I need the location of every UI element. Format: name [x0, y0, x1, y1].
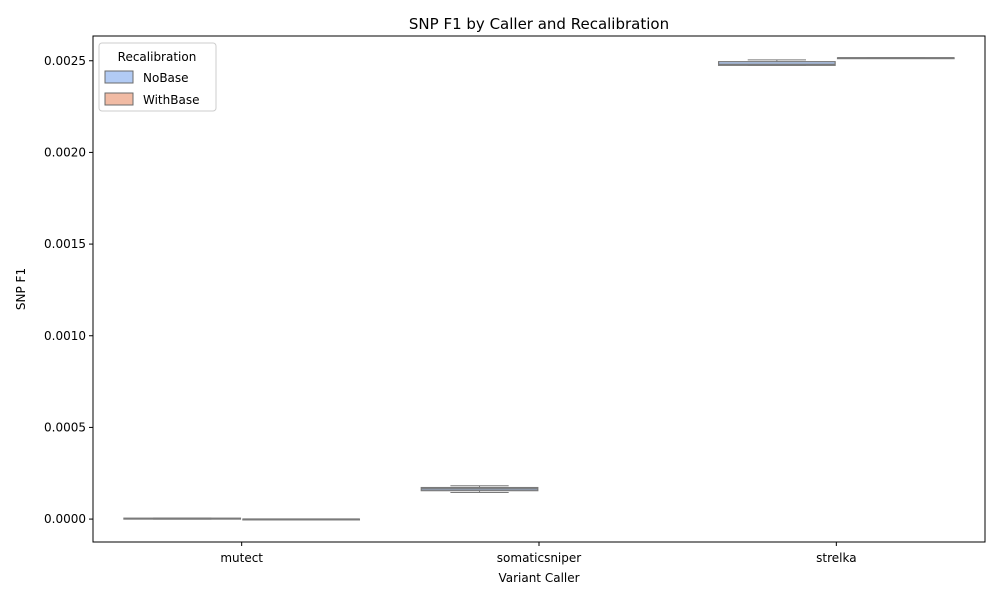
legend-label-nobase: NoBase [143, 71, 189, 85]
y-tick-label: 0.0010 [44, 329, 86, 343]
plot-frame [92, 35, 986, 543]
box-nobase-somaticsniper [420, 485, 539, 493]
y-tick-label: 0.0015 [44, 237, 86, 251]
x-tick-label: mutect [220, 551, 263, 565]
box-body [717, 61, 836, 66]
plot-area [123, 57, 955, 521]
box-nobase-mutect [123, 517, 242, 520]
x-tick-label: somaticsniper [497, 551, 581, 565]
legend: Recalibration NoBase WithBase [98, 42, 217, 112]
y-tick-label: 0.0000 [44, 512, 86, 526]
y-tick-label: 0.0025 [44, 54, 86, 68]
y-axis-label: SNP F1 [14, 268, 28, 310]
box-withbase-strelka [836, 57, 955, 60]
legend-label-withbase: WithBase [143, 93, 199, 107]
y-axis: 0.0000 0.0005 0.0010 0.0015 0.0020 0.0025 [44, 54, 93, 526]
x-tick-label: strelka [816, 551, 856, 565]
chart-title: SNP F1 by Caller and Recalibration [409, 15, 669, 33]
x-axis: mutect somaticsniper strelka [220, 542, 857, 565]
y-tick-label: 0.0005 [44, 420, 86, 434]
box-withbase-mutect [242, 518, 361, 521]
box-nobase-strelka [717, 59, 836, 66]
y-tick-label: 0.0020 [44, 145, 86, 159]
legend-title: Recalibration [118, 50, 197, 64]
x-axis-label: Variant Caller [498, 571, 579, 585]
legend-swatch-nobase [104, 70, 134, 84]
legend-swatch-withbase [104, 92, 134, 106]
